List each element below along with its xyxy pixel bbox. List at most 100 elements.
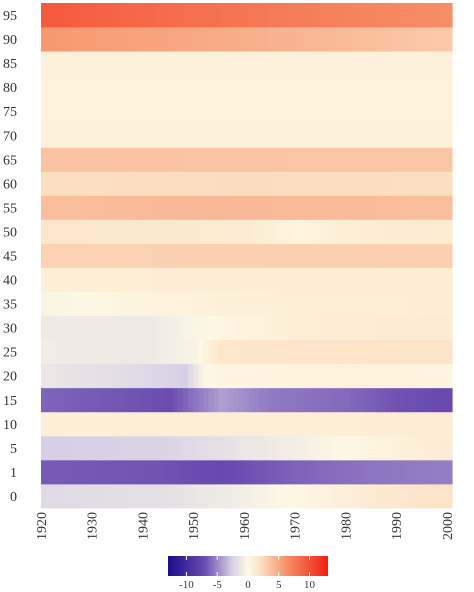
heatmap-cell xyxy=(330,243,336,268)
heatmap-cell xyxy=(360,411,367,437)
heatmap-cell xyxy=(96,387,103,413)
heatmap-cell xyxy=(96,51,103,76)
heatmap-cell xyxy=(122,195,128,220)
heatmap-cell xyxy=(213,99,220,124)
heatmap-cell xyxy=(198,267,204,292)
heatmap-cell xyxy=(228,99,235,124)
heatmap-cell xyxy=(340,171,347,196)
heatmap-cell xyxy=(223,315,230,341)
heatmap-cell xyxy=(416,435,423,461)
heatmap-cell xyxy=(350,195,357,220)
heatmap-cell xyxy=(76,99,83,124)
heatmap-cell xyxy=(274,411,281,437)
heatmap-cell xyxy=(41,483,47,509)
heatmap-cell xyxy=(365,459,372,485)
heatmap-cell xyxy=(56,339,62,365)
heatmap-cell xyxy=(213,411,220,437)
heatmap-cell xyxy=(325,459,331,485)
heatmap-cell xyxy=(213,219,220,244)
heatmap-cell xyxy=(147,147,154,172)
heatmap-cell xyxy=(284,123,291,148)
heatmap-cell xyxy=(299,483,306,509)
heatmap-cell xyxy=(264,147,270,172)
heatmap-cell xyxy=(421,243,428,268)
heatmap-cell xyxy=(66,99,73,124)
heatmap-cell xyxy=(269,363,275,389)
heatmap-cell xyxy=(335,171,341,196)
heatmap-cell xyxy=(193,219,199,244)
heatmap-cell xyxy=(330,267,336,292)
heatmap-cell xyxy=(274,99,281,124)
heatmap-cell xyxy=(375,411,382,437)
heatmap-cell xyxy=(81,459,88,485)
heatmap-cell xyxy=(269,315,275,341)
heatmap-cell xyxy=(330,363,336,389)
heatmap-cell xyxy=(228,339,235,365)
heatmap-cell xyxy=(198,99,204,124)
heatmap-cell xyxy=(320,171,326,196)
heatmap-cell xyxy=(76,27,83,52)
heatmap-cell xyxy=(350,339,357,365)
heatmap-cell xyxy=(355,315,362,341)
heatmap-cell xyxy=(56,387,62,413)
heatmap-cell xyxy=(320,459,326,485)
heatmap-cell xyxy=(335,3,341,28)
heatmap-cell xyxy=(223,75,230,100)
heatmap-cell xyxy=(218,195,225,220)
heatmap-cell xyxy=(294,99,301,124)
heatmap-cell xyxy=(249,195,255,220)
heatmap-cell xyxy=(101,363,108,389)
heatmap-cell xyxy=(289,3,296,28)
heatmap-cell xyxy=(274,459,281,485)
heatmap-cell xyxy=(370,363,377,389)
heatmap-cell xyxy=(365,387,372,413)
heatmap-cell xyxy=(106,291,113,317)
heatmap-cell xyxy=(122,267,128,292)
heatmap-cell xyxy=(406,387,412,413)
heatmap-cell xyxy=(259,123,265,148)
heatmap-cell xyxy=(193,123,199,148)
heatmap-cell xyxy=(228,459,235,485)
heatmap-cell xyxy=(299,291,306,317)
heatmap-cell xyxy=(101,195,108,220)
heatmap-cell xyxy=(157,243,164,268)
heatmap-cell xyxy=(350,243,357,268)
heatmap-cell xyxy=(299,123,306,148)
heatmap-cell xyxy=(243,291,250,317)
heatmap-cell xyxy=(223,483,230,509)
heatmap-cell xyxy=(218,435,225,461)
heatmap-cell xyxy=(76,315,83,341)
heatmap-cell xyxy=(284,435,291,461)
heatmap-cell xyxy=(96,483,103,509)
heatmap-cell xyxy=(365,99,372,124)
heatmap-cell xyxy=(436,267,443,292)
heatmap-cell xyxy=(396,267,402,292)
heatmap-cell xyxy=(304,3,311,28)
heatmap-cell xyxy=(142,411,149,437)
heatmap-cell xyxy=(243,435,250,461)
heatmap-cell xyxy=(289,27,296,52)
heatmap-cell xyxy=(304,171,311,196)
heatmap-cell xyxy=(294,483,301,509)
heatmap-cell xyxy=(203,291,210,317)
heatmap-cell xyxy=(386,387,392,413)
heatmap-cell xyxy=(183,267,189,292)
heatmap-cell xyxy=(188,483,194,509)
heatmap-cell xyxy=(167,195,174,220)
heatmap-row-1 xyxy=(41,459,453,485)
heatmap-cell xyxy=(61,459,67,485)
heatmap-cell xyxy=(142,387,149,413)
heatmap-cell xyxy=(162,339,169,365)
heatmap-cell xyxy=(193,171,199,196)
heatmap-cell xyxy=(289,387,296,413)
heatmap-cell xyxy=(365,483,372,509)
heatmap-cell xyxy=(315,267,321,292)
heatmap-cell xyxy=(213,363,220,389)
heatmap-cell xyxy=(294,195,301,220)
heatmap-row-5 xyxy=(41,435,453,461)
heatmap-cell xyxy=(213,27,220,52)
heatmap-cell xyxy=(132,3,138,28)
heatmap-cell xyxy=(355,243,362,268)
heatmap-cell xyxy=(223,459,230,485)
heatmap-cell xyxy=(416,411,423,437)
